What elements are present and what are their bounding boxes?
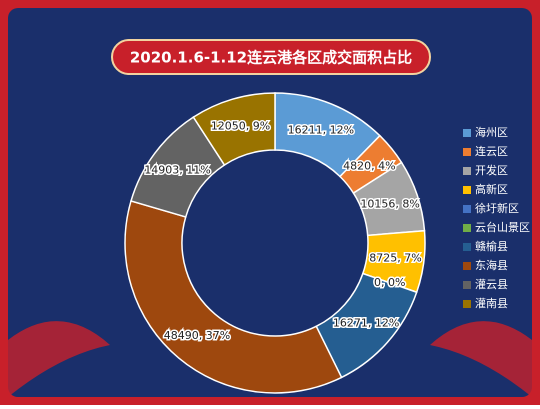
legend-label: 东海县 [475,258,508,272]
legend-swatch [463,281,471,289]
decor [430,321,532,397]
data-label: 48490, 37% [164,329,230,342]
data-label: 8725, 7% [369,251,421,264]
legend-label: 灌南县 [475,297,508,310]
title-box [111,39,431,75]
data-label: 16211, 12% [288,123,354,136]
legend-label: 高新区 [475,182,508,196]
donut-slice [124,200,343,394]
plot: 16211, 12% 4820, 4% 10156, 8% 8725, 7% 0, 0%… [124,92,530,394]
legend-label: 云台山景区 [475,220,530,234]
legend-swatch [463,224,471,232]
data-label: 4820, 4% [343,159,395,172]
legend-label: 徐圩新区 [475,201,519,215]
decor [8,321,110,397]
chart-title: 2020.1.6-1.12连云港各区成交面积占比 [130,49,412,67]
legend-swatch [463,262,471,270]
legend-swatch [463,129,471,137]
legend-swatch [463,186,471,194]
legend-swatch [463,167,471,175]
legend-label: 灌云县 [475,278,508,291]
data-label: 0, 0% [374,276,405,289]
legend-label: 开发区 [475,163,508,177]
data-label: 0, 0% [374,276,405,289]
legend-label: 赣榆县 [475,239,508,253]
donut-slice [192,92,276,167]
legend-swatch [463,205,471,213]
data-label: 12050, 9% [211,119,270,132]
legend-label: 连云区 [475,145,508,158]
legend-swatch [463,243,471,251]
data-label: 14903, 11% [144,163,210,176]
legend-swatch [463,300,471,308]
legend-swatch [463,148,471,156]
data-label: 10156, 8% [360,197,419,210]
legend-label: 海州区 [475,125,508,139]
data-label: 16271, 12% [333,316,399,329]
